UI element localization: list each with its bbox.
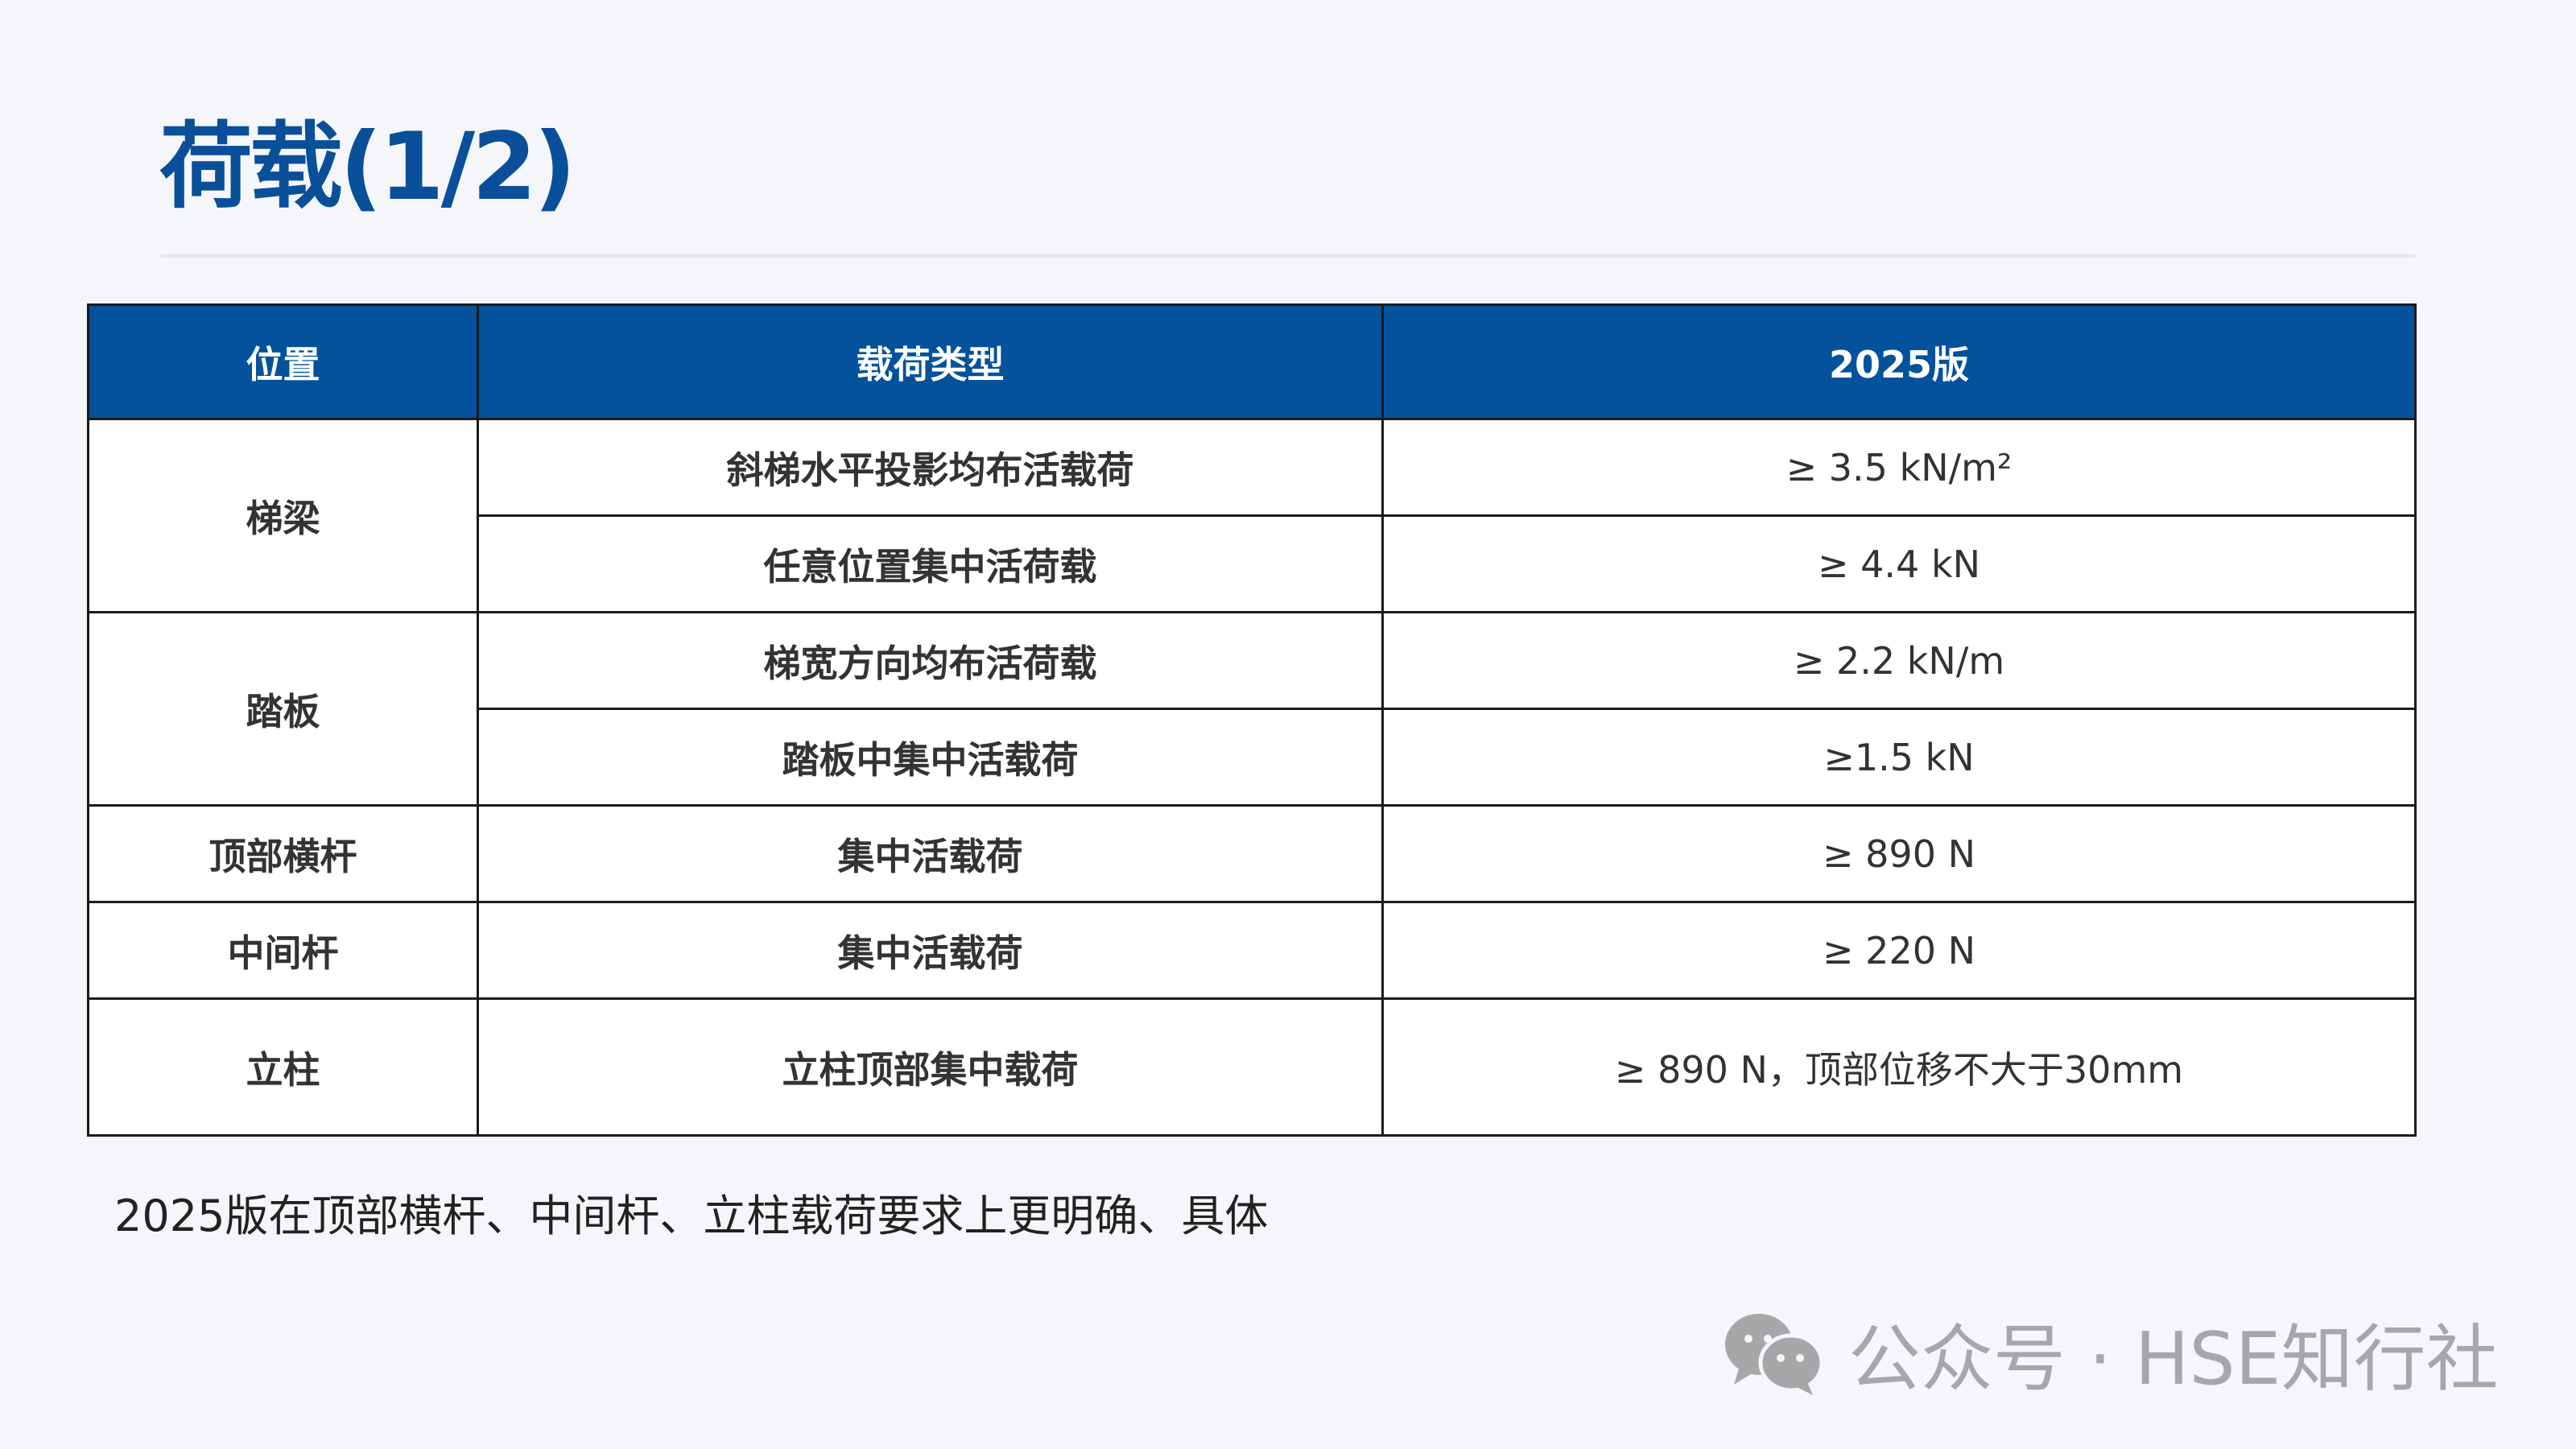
wechat-icon — [1725, 1314, 1824, 1395]
table-row: 立柱 立柱顶部集中载荷 ≥ 890 N，顶部位移不大于30mm — [87, 997, 2417, 1137]
cell-position: 踏板 — [87, 611, 479, 807]
table-row: 踏板 梯宽方向均布活荷载 ≥ 2.2 kN/m — [87, 611, 2417, 807]
cell-position: 立柱 — [87, 997, 479, 1137]
cell-load-type: 踏板中集中活载荷 — [477, 708, 1384, 807]
page-title: 荷载(1/2) — [159, 113, 576, 221]
cell-value: ≥ 220 N — [1381, 901, 2417, 1000]
header-position: 位置 — [87, 303, 479, 420]
title-divider — [161, 254, 2415, 258]
table-row: 顶部横杆 集中活载荷 ≥ 890 N — [87, 804, 2417, 903]
cell-position: 中间杆 — [87, 901, 479, 1000]
watermark: 公众号 · HSE知行社 — [1723, 1300, 2499, 1405]
cell-value: ≥ 890 N，顶部位移不大于30mm — [1381, 997, 2417, 1137]
cell-value: ≥ 2.2 kN/m — [1381, 611, 2417, 710]
cell-position: 顶部横杆 — [87, 804, 479, 903]
cell-load-type: 斜梯水平投影均布活载荷 — [477, 418, 1384, 517]
load-table: 位置 载荷类型 2025版 梯梁 斜梯水平投影均布活载荷 ≥ 3.5 kN/m²… — [87, 303, 2417, 1137]
table-row: 梯梁 斜梯水平投影均布活载荷 ≥ 3.5 kN/m² — [87, 418, 2417, 613]
watermark-text: 公众号 · HSE知行社 — [1848, 1317, 2499, 1402]
cell-value: ≥ 890 N — [1381, 804, 2417, 903]
cell-value: ≥1.5 kN — [1381, 708, 2417, 807]
header-2025: 2025版 — [1381, 303, 2417, 420]
table-row: 任意位置集中活荷载 ≥ 4.4 kN — [89, 514, 2417, 613]
table-row: 中间杆 集中活载荷 ≥ 220 N — [87, 901, 2417, 1000]
cell-load-type: 集中活载荷 — [477, 804, 1384, 903]
cell-load-type: 任意位置集中活荷载 — [477, 514, 1384, 613]
table-row: 踏板中集中活载荷 ≥1.5 kN — [89, 708, 2417, 807]
cell-value: ≥ 3.5 kN/m² — [1381, 418, 2417, 517]
cell-value: ≥ 4.4 kN — [1381, 514, 2417, 613]
footnote: 2025版在顶部横杆、中间杆、立柱载荷要求上更明确、具体 — [114, 1191, 1269, 1241]
cell-position: 梯梁 — [87, 418, 479, 613]
cell-load-type: 立柱顶部集中载荷 — [477, 997, 1384, 1137]
header-load-type: 载荷类型 — [477, 303, 1384, 420]
cell-load-type: 集中活载荷 — [477, 901, 1384, 1000]
table-header-row: 位置 载荷类型 2025版 — [87, 303, 2417, 420]
cell-load-type: 梯宽方向均布活荷载 — [477, 611, 1384, 710]
